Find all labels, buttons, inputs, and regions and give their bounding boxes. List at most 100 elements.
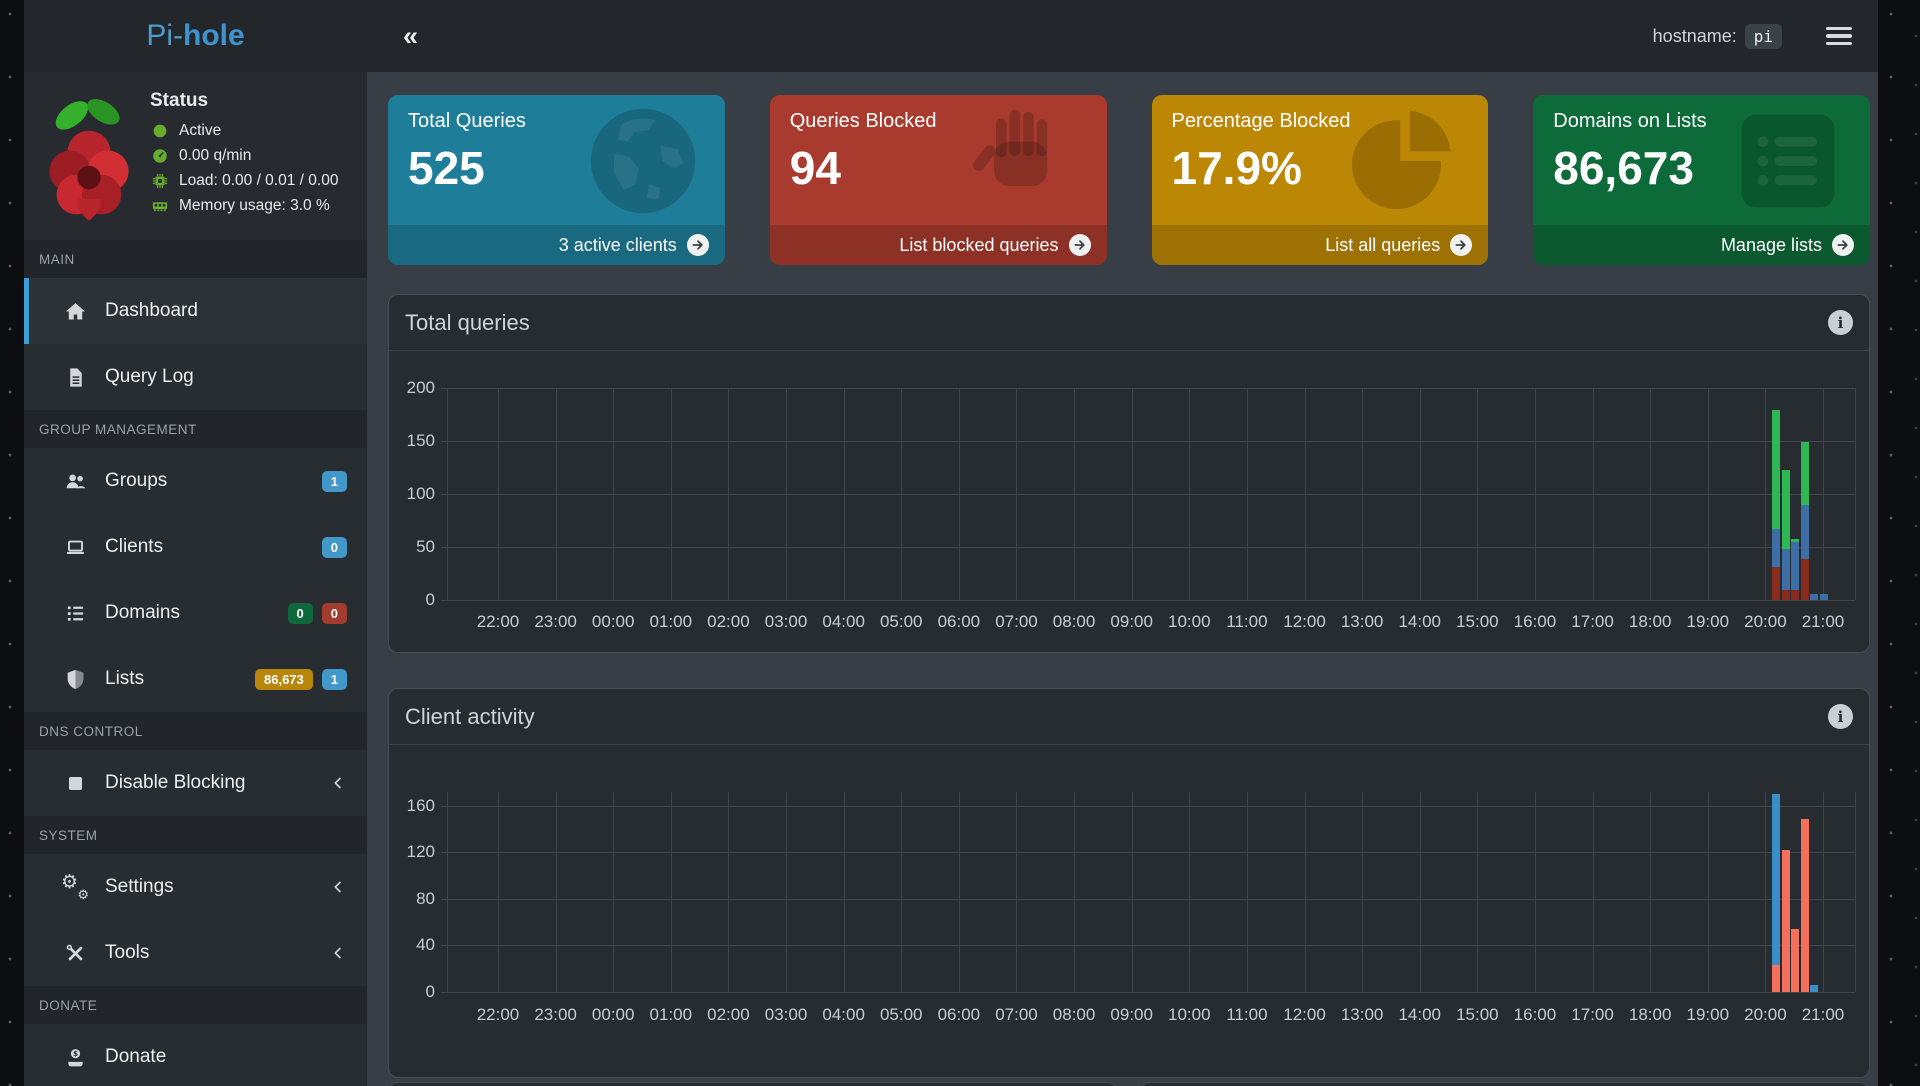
- users-icon: [60, 470, 90, 493]
- card-footer-link[interactable]: List all queries: [1151, 225, 1489, 265]
- x-axis-tick-label: 03:00: [764, 1005, 808, 1024]
- info-icon[interactable]: i: [1828, 704, 1853, 729]
- memory-icon: [150, 196, 169, 215]
- count-badge: 1: [321, 668, 347, 690]
- gridline-h: [441, 852, 1855, 854]
- gridline-v: [1765, 792, 1767, 992]
- hostname: hostname: pi: [1653, 23, 1782, 49]
- gridline-v: [1477, 388, 1479, 600]
- gridline-v: [1131, 388, 1133, 600]
- sidebar-item-donate[interactable]: $ Donate: [24, 1024, 367, 1086]
- chart-bar: [1771, 794, 1780, 992]
- arrow-circle-icon: [686, 234, 709, 256]
- arrow-circle-icon: [1068, 234, 1091, 256]
- sidebar-item-settings[interactable]: ⚙ ⚙ Settings: [24, 854, 367, 920]
- chart-bar: [1791, 538, 1800, 542]
- sidebar-item-domains[interactable]: Domains 0 0: [24, 580, 367, 646]
- gridline-h: [441, 805, 1855, 807]
- shield-icon: [60, 668, 90, 691]
- sidebar-item-groups[interactable]: Groups 1: [24, 448, 367, 514]
- gridline-v: [1131, 792, 1133, 992]
- gridline-v: [613, 792, 615, 992]
- gridline-v: [1304, 792, 1306, 992]
- list-icon: [60, 602, 90, 625]
- gridline-v: [1189, 792, 1191, 992]
- menu-section-heading: GROUP MANAGEMENT: [24, 410, 367, 448]
- x-axis-tick-label: 18:00: [1628, 612, 1672, 631]
- sidebar-item-label: Lists: [105, 668, 145, 689]
- badge-group: 0: [321, 536, 347, 558]
- x-axis-tick-label: 05:00: [879, 612, 923, 631]
- sidebar-item-clients[interactable]: Clients 0: [24, 514, 367, 580]
- status-row-label: Memory usage: 3.0 %: [179, 196, 330, 214]
- chart-bar: [1771, 965, 1780, 992]
- status-row-label: Load: 0.00 / 0.01 / 0.00: [179, 171, 339, 189]
- chart-bar: [1800, 442, 1809, 505]
- gridline-v: [1246, 792, 1248, 992]
- gridline-v: [1650, 388, 1652, 600]
- main-content: Total Queries 525 3 active clients Queries …: [367, 72, 1878, 1086]
- gridline-v: [1650, 792, 1652, 992]
- x-axis-tick-label: 02:00: [707, 612, 750, 631]
- status-row: Load: 0.00 / 0.01 / 0.00: [150, 171, 338, 190]
- pie-icon: [1348, 103, 1464, 224]
- gridline-v: [1765, 388, 1767, 600]
- pihole-window: Pi-hole « hostname: pi: [24, 0, 1878, 1086]
- sidebar-collapse-icon[interactable]: «: [403, 20, 419, 51]
- count-badge: 1: [321, 470, 347, 492]
- chart-bar: [1791, 929, 1800, 992]
- gridline-v: [843, 792, 845, 992]
- axis-border: [447, 792, 448, 992]
- chart-bar: [1771, 528, 1780, 568]
- count-badge: 86,673: [255, 668, 313, 690]
- gridline-v: [1823, 388, 1824, 600]
- sidebar-item-disable-blocking[interactable]: Disable Blocking: [24, 750, 367, 816]
- panel-title-total-queries: Total queries: [405, 309, 530, 335]
- info-icon[interactable]: i: [1828, 310, 1853, 335]
- y-axis-tick-label: 80: [416, 888, 435, 908]
- arrow-circle-icon: [1450, 234, 1473, 256]
- summary-card-domains-on-lists: Domains on Lists 86,673 Manage lists: [1533, 95, 1870, 265]
- card-footer-link[interactable]: Manage lists: [1533, 225, 1870, 265]
- status-block: Status Active 0.00 q/min Load: 0.00 / 0.01…: [24, 72, 367, 240]
- menu-section-heading: DNS CONTROL: [24, 712, 367, 750]
- card-title: Percentage Blocked: [1171, 110, 1351, 132]
- gridline-h: [441, 547, 1855, 548]
- card-body: Total Queries 525: [388, 95, 725, 225]
- x-axis-tick-label: 01:00: [649, 1005, 693, 1024]
- summary-card-total-queries: Total Queries 525 3 active clients: [388, 95, 725, 265]
- panel-title-client-activity: Client activity: [405, 703, 535, 729]
- gridline-v: [958, 388, 960, 600]
- brand-logo[interactable]: Pi-hole: [24, 0, 367, 72]
- x-axis-tick-label: 12:00: [1283, 1005, 1326, 1024]
- x-axis-tick-label: 22:00: [476, 612, 520, 631]
- status-rows: Active 0.00 q/min Load: 0.00 / 0.01 / 0.00…: [150, 121, 338, 215]
- svg-text:$: $: [73, 1048, 78, 1057]
- sidebar-item-dashboard[interactable]: Dashboard: [24, 278, 367, 344]
- x-axis-tick-label: 02:00: [707, 1005, 750, 1024]
- card-footer-link[interactable]: 3 active clients: [388, 225, 725, 265]
- sidebar-item-query-log[interactable]: Query Log: [24, 344, 367, 410]
- status-row: 0.00 q/min: [150, 146, 338, 165]
- sidebar-item-lists[interactable]: Lists 86,673 1: [24, 646, 367, 712]
- chart-bar: [1781, 850, 1790, 992]
- x-axis-tick-label: 08:00: [1052, 612, 1096, 631]
- card-footer-label: 3 active clients: [558, 234, 677, 255]
- x-axis-tick-label: 12:00: [1283, 612, 1326, 631]
- card-footer-link[interactable]: List blocked queries: [769, 225, 1107, 265]
- sidebar-item-label: Clients: [105, 536, 164, 557]
- home-icon: [60, 300, 90, 323]
- client-activity-chart: 0 40 80 120 160 22:00 23:00 00:00 01:00 02:00 03:0…: [389, 745, 1869, 1077]
- hamburger-menu-icon[interactable]: [1826, 27, 1852, 45]
- gridline-v: [1016, 388, 1018, 600]
- x-axis-tick-label: 21:00: [1801, 1005, 1845, 1024]
- gridline-v: [498, 388, 499, 600]
- x-axis-tick-label: 10:00: [1168, 1005, 1211, 1024]
- gridline-v: [1534, 792, 1536, 992]
- sidebar-item-tools[interactable]: Tools: [24, 920, 367, 986]
- status-title: Status: [150, 90, 209, 111]
- next-panel-top-left: [388, 1082, 1118, 1086]
- gridline-v: [1074, 792, 1076, 992]
- card-footer-label: List blocked queries: [899, 234, 1059, 255]
- card-body: Percentage Blocked 17.9%: [1152, 95, 1489, 225]
